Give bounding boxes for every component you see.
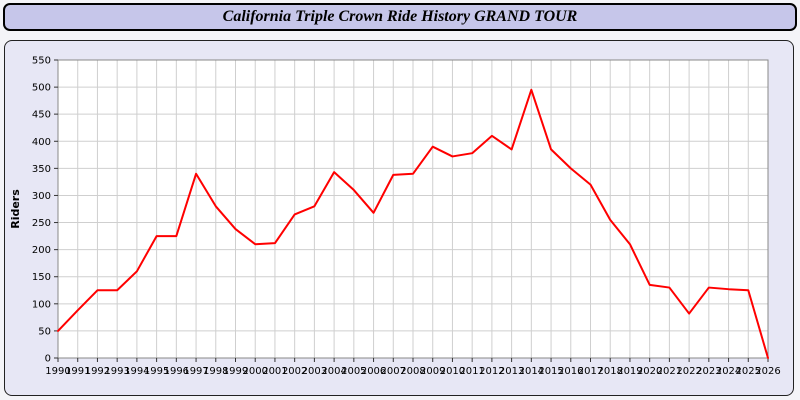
y-axis-labels: 0 50 100 150 200 250 300 350 400 450 500 550 [32, 56, 51, 365]
svg-text:2003: 2003 [302, 366, 327, 377]
svg-text:500: 500 [32, 83, 51, 94]
svg-text:2025: 2025 [736, 366, 761, 377]
svg-text:1995: 1995 [144, 366, 169, 377]
svg-text:2004: 2004 [321, 366, 346, 377]
svg-text:2000: 2000 [242, 366, 267, 377]
y-axis-title: Riders [9, 189, 22, 229]
ride-history-line-chart: 0501001502002503003504004505005501990199… [9, 56, 781, 378]
svg-text:100: 100 [32, 299, 51, 310]
svg-text:2013: 2013 [499, 366, 524, 377]
svg-text:1990: 1990 [45, 366, 70, 377]
svg-text:350: 350 [32, 164, 51, 175]
svg-text:2006: 2006 [361, 366, 386, 377]
svg-text:1997: 1997 [183, 366, 208, 377]
svg-text:2007: 2007 [381, 366, 406, 377]
grid-lines [57, 59, 769, 359]
svg-text:2014: 2014 [519, 366, 544, 377]
y-axis-ticks [54, 59, 58, 359]
svg-text:0: 0 [45, 354, 51, 365]
svg-text:1992: 1992 [85, 366, 110, 377]
svg-text:2018: 2018 [597, 366, 622, 377]
svg-text:2020: 2020 [637, 366, 662, 377]
svg-text:2005: 2005 [341, 366, 366, 377]
svg-text:2010: 2010 [440, 366, 465, 377]
svg-text:50: 50 [38, 326, 51, 337]
svg-text:150: 150 [32, 272, 51, 283]
svg-text:2012: 2012 [479, 366, 504, 377]
svg-text:1996: 1996 [164, 366, 189, 377]
svg-text:450: 450 [32, 110, 51, 121]
riders-line-series [57, 88, 769, 359]
svg-text:2015: 2015 [538, 366, 563, 377]
svg-text:1994: 1994 [124, 366, 149, 377]
svg-text:300: 300 [32, 191, 51, 202]
chart-panel: 0 50 100 150 200 250 300 350 400 450 500 550 1990 199… [4, 40, 794, 396]
svg-text:2023: 2023 [696, 366, 721, 377]
svg-text:1991: 1991 [65, 366, 90, 377]
svg-text:1998: 1998 [203, 366, 228, 377]
x-axis-labels: 1990199119921993199419951996199719981999… [45, 366, 780, 377]
svg-text:400: 400 [32, 137, 51, 148]
svg-text:2026: 2026 [755, 366, 780, 377]
svg-text:550: 550 [32, 56, 51, 67]
svg-text:200: 200 [32, 245, 51, 256]
svg-text:2011: 2011 [459, 366, 484, 377]
svg-text:2019: 2019 [617, 366, 642, 377]
svg-text:2024: 2024 [716, 366, 741, 377]
chart-title-bar: California Triple Crown Ride History GRA… [3, 3, 797, 31]
svg-text:2001: 2001 [262, 366, 287, 377]
svg-text:250: 250 [32, 218, 51, 229]
svg-text:2008: 2008 [400, 366, 425, 377]
svg-text:1993: 1993 [104, 366, 129, 377]
svg-text:2021: 2021 [657, 366, 682, 377]
svg-text:2002: 2002 [282, 366, 307, 377]
svg-text:2017: 2017 [578, 366, 603, 377]
svg-text:1999: 1999 [223, 366, 248, 377]
chart-title: California Triple Crown Ride History GRA… [222, 8, 578, 25]
svg-text:2022: 2022 [676, 366, 701, 377]
x-axis-ticks [57, 358, 769, 362]
svg-text:2016: 2016 [558, 366, 583, 377]
svg-text:2009: 2009 [420, 366, 445, 377]
